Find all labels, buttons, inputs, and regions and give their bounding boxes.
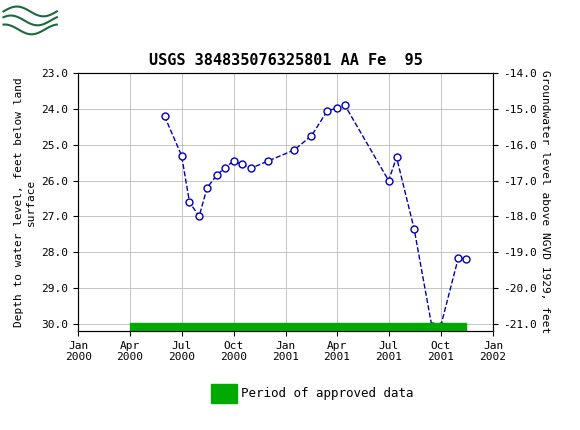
Y-axis label: Groundwater level above NGVD 1929, feet: Groundwater level above NGVD 1929, feet <box>541 71 550 334</box>
Title: USGS 384835076325801 AA Fe  95: USGS 384835076325801 AA Fe 95 <box>149 53 422 68</box>
Text: Period of approved data: Period of approved data <box>241 387 414 400</box>
Text: USGS: USGS <box>67 12 122 29</box>
Bar <box>130 323 466 331</box>
FancyBboxPatch shape <box>211 384 237 403</box>
Y-axis label: Depth to water level, feet below land
surface: Depth to water level, feet below land su… <box>14 77 36 327</box>
FancyBboxPatch shape <box>3 3 58 37</box>
